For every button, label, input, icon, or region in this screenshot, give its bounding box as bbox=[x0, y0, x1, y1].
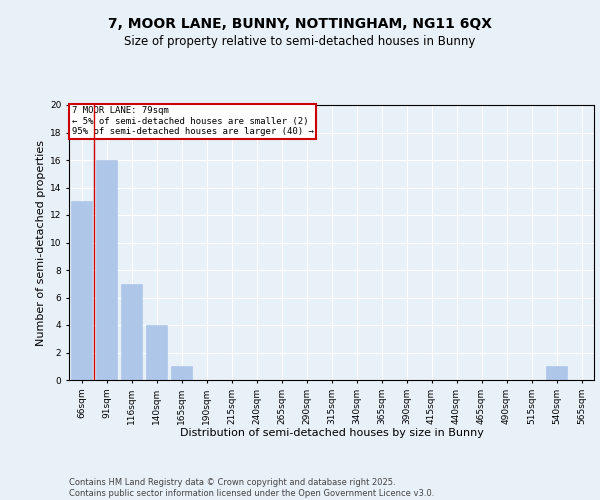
Bar bbox=[546, 366, 567, 380]
X-axis label: Distribution of semi-detached houses by size in Bunny: Distribution of semi-detached houses by … bbox=[179, 428, 484, 438]
Y-axis label: Number of semi-detached properties: Number of semi-detached properties bbox=[35, 140, 46, 346]
Text: 7, MOOR LANE, BUNNY, NOTTINGHAM, NG11 6QX: 7, MOOR LANE, BUNNY, NOTTINGHAM, NG11 6Q… bbox=[108, 18, 492, 32]
Bar bbox=[171, 366, 192, 380]
Bar bbox=[121, 284, 142, 380]
Bar bbox=[96, 160, 117, 380]
Bar bbox=[71, 201, 92, 380]
Text: 7 MOOR LANE: 79sqm
← 5% of semi-detached houses are smaller (2)
95% of semi-deta: 7 MOOR LANE: 79sqm ← 5% of semi-detached… bbox=[71, 106, 314, 136]
Bar bbox=[146, 325, 167, 380]
Text: Contains HM Land Registry data © Crown copyright and database right 2025.
Contai: Contains HM Land Registry data © Crown c… bbox=[69, 478, 434, 498]
Text: Size of property relative to semi-detached houses in Bunny: Size of property relative to semi-detach… bbox=[124, 35, 476, 48]
